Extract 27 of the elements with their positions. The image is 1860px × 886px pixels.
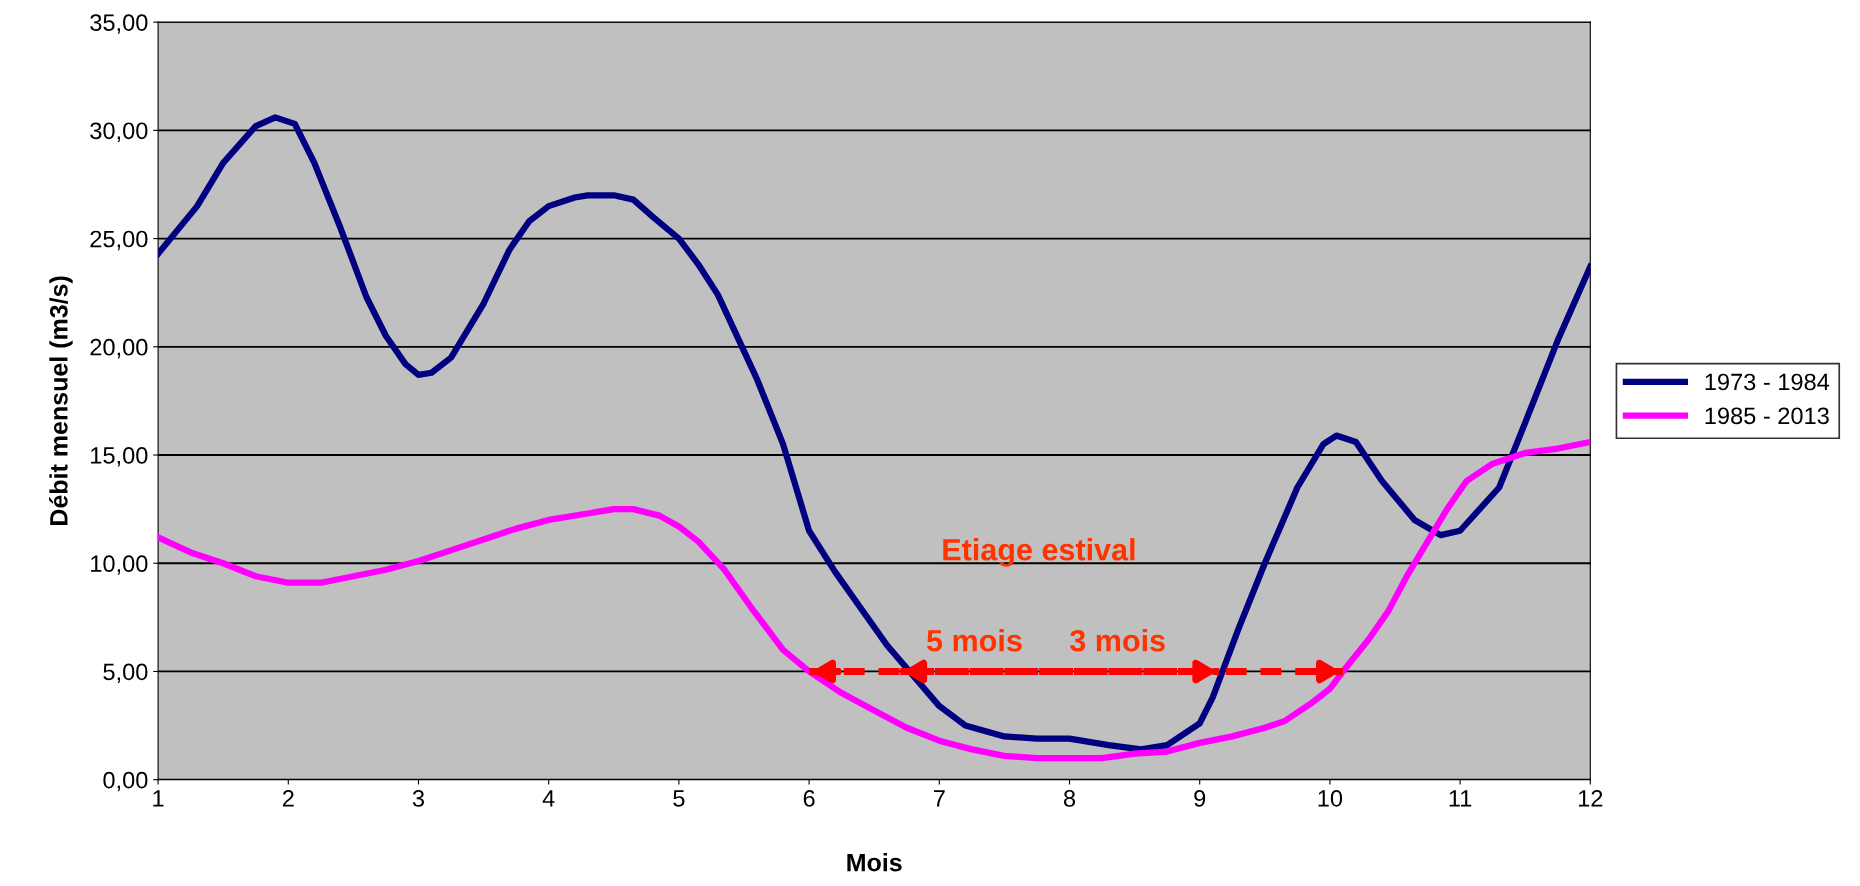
annotation: Etiage estival bbox=[943, 538, 1135, 567]
x-tick-label: 7 bbox=[933, 790, 945, 807]
y-tick-label: 30,00 bbox=[90, 122, 148, 142]
x-tick-label: 1 bbox=[153, 790, 164, 807]
x-tick-label: 8 bbox=[1063, 790, 1076, 807]
x-tick-label: 5 bbox=[673, 790, 685, 807]
y-axis-title: Débit mensuel (m3/s) bbox=[49, 276, 73, 525]
x-tick-label: 6 bbox=[803, 790, 815, 807]
y-tick-label: 0,00 bbox=[103, 771, 148, 792]
y-tick-label: 25,00 bbox=[90, 230, 148, 251]
annotation: 3 mois bbox=[1069, 629, 1165, 652]
x-axis-title: Mois bbox=[847, 853, 902, 872]
legend-label: 1973 - 1984 bbox=[1705, 373, 1830, 391]
annotation: 5 mois bbox=[927, 629, 1022, 652]
y-tick-label: 5,00 bbox=[103, 663, 148, 684]
x-tick-label: 4 bbox=[542, 790, 555, 807]
x-tick-label: 3 bbox=[412, 790, 425, 807]
x-tick-label: 11 bbox=[1449, 790, 1472, 807]
y-tick-label: 35,00 bbox=[90, 14, 148, 34]
x-tick-label: 10 bbox=[1318, 790, 1343, 807]
y-tick-label: 15,00 bbox=[91, 447, 148, 467]
y-tick-label: 10,00 bbox=[91, 555, 148, 575]
x-tick-label: 2 bbox=[282, 790, 294, 807]
x-tick-label: 12 bbox=[1578, 790, 1603, 807]
x-tick-label: 9 bbox=[1194, 790, 1206, 807]
legend-label: 1985 - 2013 bbox=[1705, 407, 1829, 425]
y-tick-label: 20,00 bbox=[90, 338, 148, 359]
